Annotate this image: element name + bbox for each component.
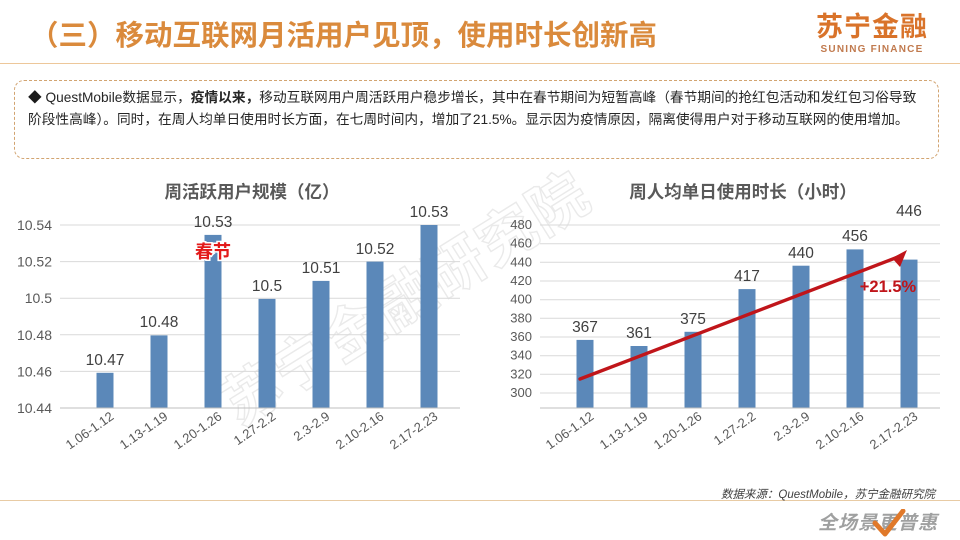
svg-text:1.06-1.12: 1.06-1.12 — [63, 408, 117, 452]
svg-text:440: 440 — [788, 245, 814, 262]
svg-text:10.46: 10.46 — [17, 363, 52, 379]
svg-text:300: 300 — [510, 385, 532, 400]
svg-text:420: 420 — [510, 273, 532, 288]
svg-text:2.10-2.16: 2.10-2.16 — [813, 408, 867, 452]
svg-text:2.17-2.23: 2.17-2.23 — [387, 408, 441, 452]
svg-text:417: 417 — [734, 268, 760, 285]
svg-text:1.27-2.2: 1.27-2.2 — [231, 408, 279, 448]
svg-text:446: 446 — [896, 203, 922, 220]
svg-text:10.5: 10.5 — [252, 278, 282, 295]
svg-text:10.44: 10.44 — [17, 400, 52, 416]
svg-text:1.20-1.26: 1.20-1.26 — [651, 408, 705, 452]
svg-text:400: 400 — [510, 292, 532, 307]
svg-text:1.13-1.19: 1.13-1.19 — [597, 408, 651, 452]
svg-text:10.53: 10.53 — [194, 214, 233, 231]
svg-text:1.13-1.19: 1.13-1.19 — [117, 408, 171, 452]
svg-text:367: 367 — [572, 319, 598, 336]
svg-text:10.48: 10.48 — [17, 327, 52, 343]
svg-text:2.10-2.16: 2.10-2.16 — [333, 408, 387, 452]
svg-text:460: 460 — [510, 236, 532, 251]
svg-text:480: 480 — [510, 217, 532, 232]
svg-text:10.51: 10.51 — [302, 260, 341, 277]
svg-text:340: 340 — [510, 348, 532, 363]
svg-text:10.52: 10.52 — [356, 241, 395, 258]
svg-text:10.5: 10.5 — [25, 290, 52, 306]
svg-text:1.20-1.26: 1.20-1.26 — [171, 408, 225, 452]
svg-text:+21.5%: +21.5% — [860, 278, 917, 296]
svg-text:10.47: 10.47 — [86, 352, 125, 369]
svg-text:10.54: 10.54 — [17, 217, 52, 233]
svg-text:10.52: 10.52 — [17, 254, 52, 270]
svg-text:375: 375 — [680, 311, 706, 328]
svg-text:2.3-2.9: 2.3-2.9 — [771, 408, 813, 444]
svg-text:380: 380 — [510, 310, 532, 325]
svg-text:10.48: 10.48 — [140, 314, 179, 331]
svg-text:360: 360 — [510, 329, 532, 344]
svg-text:1.06-1.12: 1.06-1.12 — [543, 408, 597, 452]
svg-text:周活跃用户规模（亿）: 周活跃用户规模（亿） — [165, 182, 340, 202]
svg-text:456: 456 — [842, 228, 868, 245]
svg-text:春节: 春节 — [195, 242, 231, 262]
svg-text:10.53: 10.53 — [410, 204, 449, 221]
svg-text:2.3-2.9: 2.3-2.9 — [291, 408, 333, 444]
svg-text:周人均单日使用时长（小时）: 周人均单日使用时长（小时） — [629, 182, 857, 202]
svg-text:1.27-2.2: 1.27-2.2 — [711, 408, 759, 448]
svg-text:361: 361 — [626, 325, 652, 342]
svg-text:2.17-2.23: 2.17-2.23 — [867, 408, 921, 452]
svg-text:440: 440 — [510, 254, 532, 269]
svg-text:320: 320 — [510, 366, 532, 381]
